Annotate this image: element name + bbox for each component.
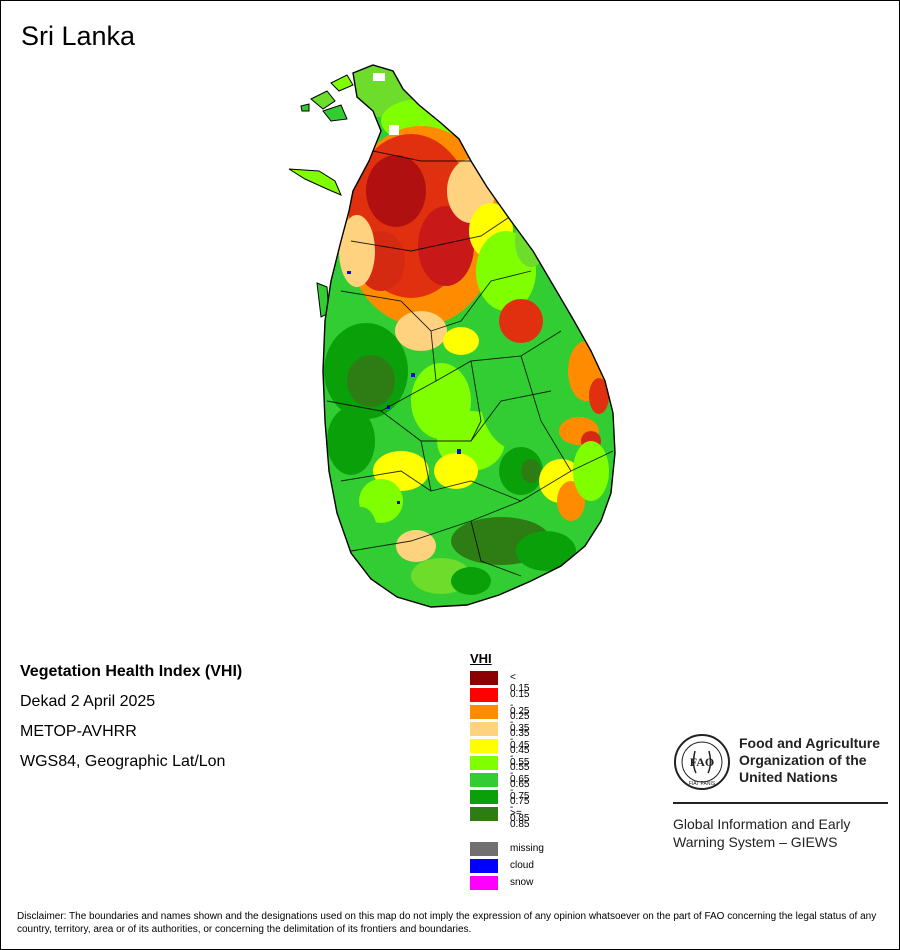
legend-classes: < 0.15 0.15 - 0.25 0.25 - 0.35 0.35 - 0.45 0… xyxy=(470,670,529,830)
legend-title: VHI xyxy=(470,651,492,666)
legend-label: 0.75 - 0.85 xyxy=(510,791,530,824)
legend-item: 0.25 - 0.35 xyxy=(470,704,529,739)
map-title: Sri Lanka xyxy=(21,21,136,51)
legend-swatch xyxy=(470,756,498,770)
legend-item: 0.75 - 0.85 xyxy=(470,789,529,824)
fao-divider xyxy=(673,802,888,804)
legend-item: 0.45 - 0.55 xyxy=(470,738,529,773)
legend-swatch xyxy=(470,842,498,856)
disclaimer: Disclaimer: The boundaries and names sho… xyxy=(17,911,877,935)
legend-item: < 0.15 xyxy=(470,670,529,694)
fao-logo-motto: FIAT PANIS xyxy=(689,781,716,787)
fao-name: Food and Agriculture Organization of the… xyxy=(739,735,881,785)
legend-label: cloud xyxy=(510,860,534,871)
legend-swatch xyxy=(470,688,498,702)
legend-item: 0.35 - 0.45 xyxy=(470,721,529,756)
legend-swatch xyxy=(470,790,498,804)
fao-logo-icon: FAO FIAT PANIS xyxy=(674,734,730,790)
legend-swatch xyxy=(470,876,498,890)
legend-item: >= 0.85 xyxy=(470,806,529,830)
sensor-label: METOP-AVHRR xyxy=(20,723,137,740)
legend-label: < 0.15 xyxy=(510,672,530,694)
legend-item: 0.65 - 0.75 xyxy=(470,772,529,807)
legend-label: 0.35 - 0.45 xyxy=(510,723,530,756)
legend-label: missing xyxy=(510,843,544,854)
legend-label: 0.65 - 0.75 xyxy=(510,774,530,807)
legend-item: 0.15 - 0.25 xyxy=(470,687,529,722)
legend-swatch xyxy=(470,705,498,719)
legend-swatch xyxy=(470,722,498,736)
product-name: Vegetation Health Index (VHI) xyxy=(20,663,243,680)
legend-special: missing cloud snow xyxy=(470,841,544,892)
legend-item: missing xyxy=(470,841,544,858)
legend-label: >= 0.85 xyxy=(510,808,530,830)
legend-label: 0.15 - 0.25 xyxy=(510,689,530,722)
legend-swatch xyxy=(470,671,498,685)
legend-swatch xyxy=(470,739,498,753)
projection-label: WGS84, Geographic Lat/Lon xyxy=(20,753,226,770)
legend-item: snow xyxy=(470,875,533,892)
legend-label: 0.25 - 0.35 xyxy=(510,706,530,739)
period-label: Dekad 2 April 2025 xyxy=(20,693,156,710)
legend-item: 0.55 - 0.65 xyxy=(470,755,529,790)
giews-name: Global Information and Early Warning Sys… xyxy=(673,816,851,850)
legend-swatch xyxy=(470,859,498,873)
legend-item: cloud xyxy=(470,858,534,875)
vhi-legend: VHI < 0.15 0.15 - 0.25 0.25 - 0.35 0.35 - 0… xyxy=(470,651,544,892)
legend-label: 0.45 - 0.55 xyxy=(510,740,530,773)
legend-label: snow xyxy=(510,877,534,888)
vhi-raster xyxy=(323,65,615,607)
mannar-island xyxy=(288,168,342,196)
legend-swatch xyxy=(470,773,498,787)
map-info: Vegetation Health Index (VHI) Dekad 2 Ap… xyxy=(20,657,242,777)
legend-swatch xyxy=(470,807,498,821)
fao-logo-text: FAO xyxy=(690,755,714,769)
jaffna-islets xyxy=(300,74,354,122)
legend-label: 0.55 - 0.65 xyxy=(510,757,530,790)
